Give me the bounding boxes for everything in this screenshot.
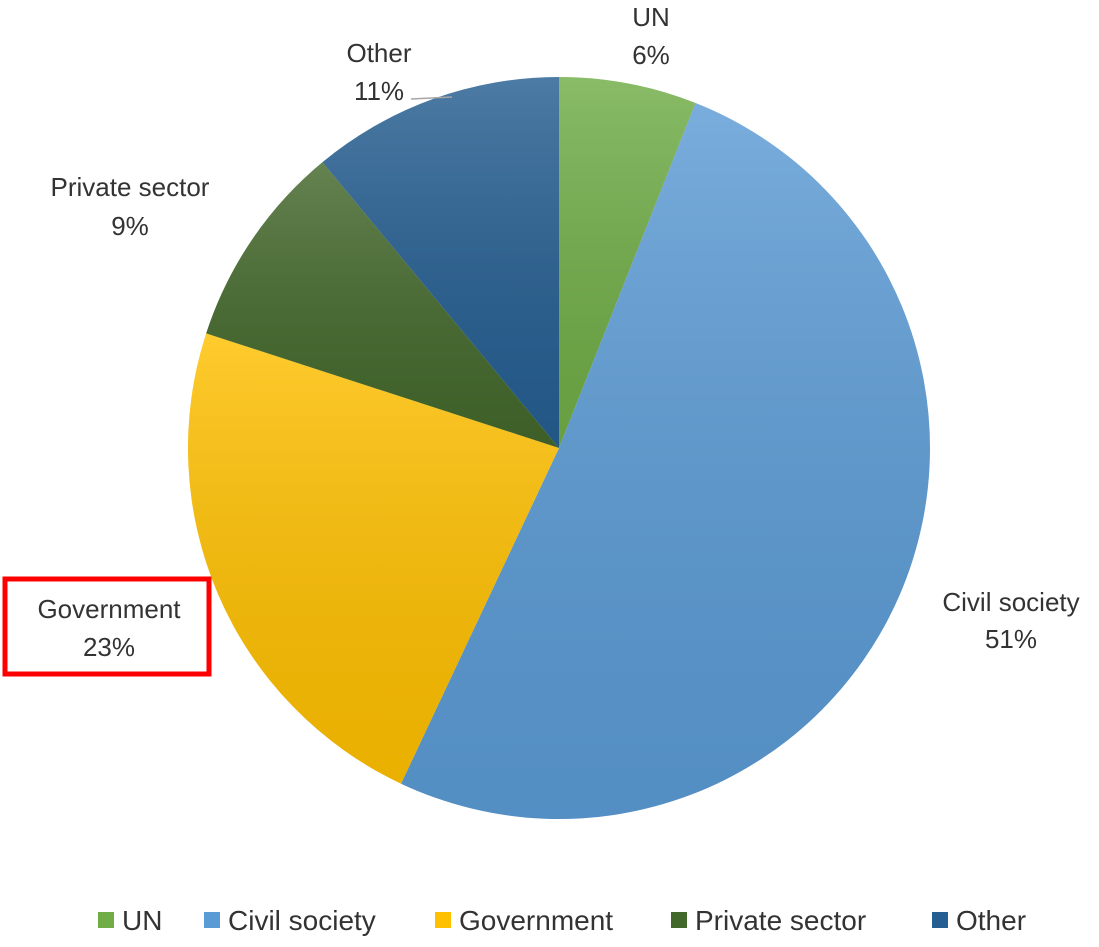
legend-swatch-government: [435, 912, 451, 928]
legend-label-other: Other: [956, 905, 1026, 936]
slice-label-value-other: 11%: [354, 76, 404, 106]
legend: UN Civil society Government Private sector O…: [98, 905, 1026, 936]
highlight-box: [2, 576, 212, 677]
legend-label-private-sector: Private sector: [695, 905, 866, 936]
slice-label-name-civil-society: Civil society: [942, 587, 1079, 617]
legend-label-un: UN: [122, 905, 162, 936]
pie-slice-shade-government: [187, 333, 559, 784]
pie-slice-shade-civil-society: [401, 103, 930, 819]
slice-labels: UN 6% Civil society 51% Government 23% Private…: [2, 2, 1080, 677]
slice-label-name-other: Other: [346, 38, 411, 68]
legend-label-civil-society: Civil society: [228, 905, 376, 936]
legend-label-government: Government: [459, 905, 613, 936]
legend-swatch-private-sector: [671, 912, 687, 928]
legend-swatch-un: [98, 912, 114, 928]
pie-slice-shade-private-sector: [206, 162, 560, 448]
slice-label-value-un: 6%: [632, 40, 670, 70]
leader-line-other: [410, 96, 453, 100]
pie-slice-shade-un: [559, 77, 696, 448]
pie-slice-shade-other: [322, 77, 559, 448]
pie-slices: [187, 77, 930, 819]
slice-label-name-private-sector: Private sector: [51, 172, 210, 202]
slice-label-value-private-sector: 9%: [111, 211, 149, 241]
slice-label-name-government: Government: [37, 594, 181, 624]
slice-label-value-government: 23%: [83, 632, 135, 662]
legend-swatch-civil-society: [204, 912, 220, 928]
slice-label-value-civil-society: 51%: [985, 624, 1037, 654]
slice-label-name-un: UN: [632, 2, 670, 32]
legend-swatch-other: [932, 912, 948, 928]
